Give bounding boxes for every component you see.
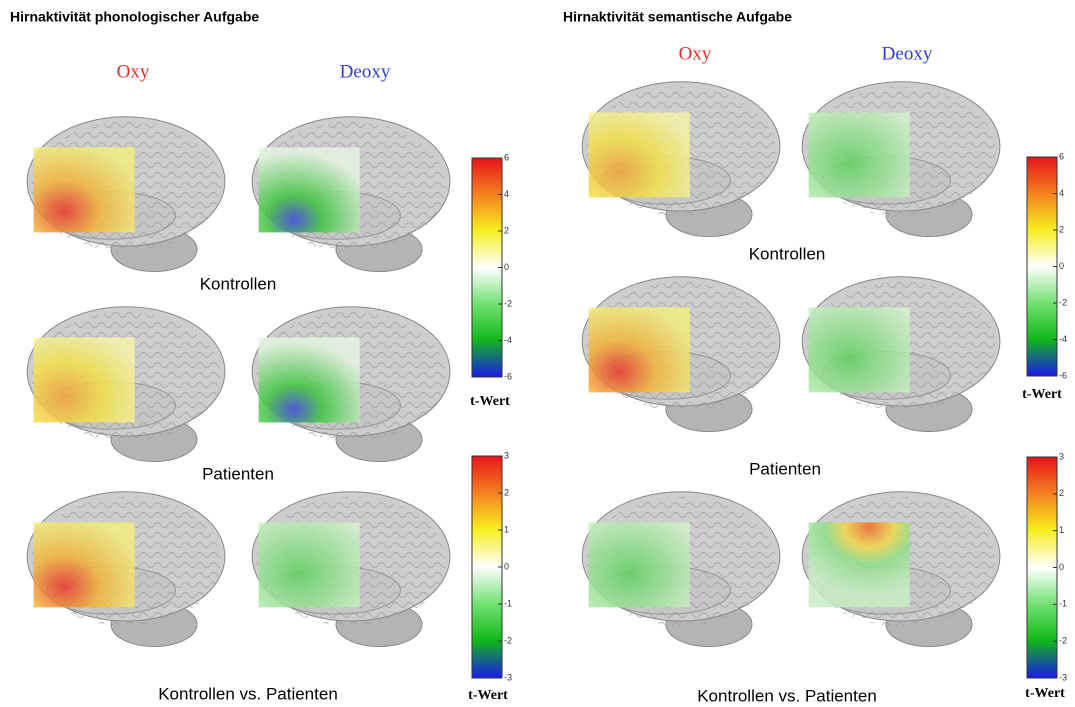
row-label: Patienten xyxy=(202,464,274,483)
activation-overlay xyxy=(588,307,690,393)
brain-image xyxy=(251,306,451,462)
colorbar-tick-label: 4 xyxy=(504,189,509,199)
brain-image xyxy=(26,491,226,648)
colorbar-tick-label: 6 xyxy=(1059,151,1064,161)
colorbar-tick-label: 1 xyxy=(504,524,509,534)
brain-image xyxy=(581,276,781,432)
colorbar-tick-label: -2 xyxy=(504,635,512,645)
colorbar-tick-label: -4 xyxy=(1059,334,1067,344)
colorbar-tick-label: 3 xyxy=(504,450,509,460)
colorbar xyxy=(471,455,503,679)
activation-overlay xyxy=(258,522,360,608)
colorbar-tick-label: 2 xyxy=(1059,224,1064,234)
colorbar-label: t-Wert xyxy=(468,688,508,703)
column-label: Oxy xyxy=(679,43,712,64)
colorbar-tick-label: 3 xyxy=(1059,451,1064,461)
brain-image xyxy=(801,276,1001,432)
brain-image xyxy=(26,116,226,272)
brain-image xyxy=(801,81,1001,237)
colorbar-tick-label: 1 xyxy=(1059,525,1064,535)
colorbar xyxy=(1026,456,1058,679)
activation-overlay xyxy=(258,337,360,423)
row-label: Patienten xyxy=(749,459,821,478)
colorbar-tick-label: -4 xyxy=(504,335,512,345)
panel-title: Hirnaktivität semantische Aufgabe xyxy=(563,9,792,25)
colorbar-tick-label: -6 xyxy=(1059,370,1067,380)
colorbar-tick-label: -6 xyxy=(504,371,512,381)
activation-overlay xyxy=(808,307,910,393)
colorbar-tick-label: -1 xyxy=(1059,599,1067,609)
row-label: Kontrollen xyxy=(749,244,826,263)
column-label: Deoxy xyxy=(882,43,933,64)
row-label: Kontrollen vs. Patienten xyxy=(158,684,338,703)
column-label: Deoxy xyxy=(340,61,391,82)
colorbar-tick-label: 0 xyxy=(504,561,509,571)
colorbar-tick-label: 4 xyxy=(1059,188,1064,198)
colorbar-tick-label: -3 xyxy=(1059,672,1067,682)
colorbar-tick-label: -2 xyxy=(1059,636,1067,646)
brain-image xyxy=(801,491,1001,648)
colorbar-tick-label: 0 xyxy=(504,262,509,272)
brain-image xyxy=(251,116,451,272)
colorbar-tick-label: 2 xyxy=(1059,488,1064,498)
colorbar xyxy=(1026,156,1058,377)
colorbar-tick-label: -2 xyxy=(1059,297,1067,307)
activation-overlay xyxy=(33,337,135,423)
brain-image xyxy=(581,81,781,237)
activation-overlay xyxy=(808,112,910,198)
activation-overlay xyxy=(33,522,135,608)
column-label: Oxy xyxy=(117,61,150,82)
row-label: Kontrollen xyxy=(200,274,277,293)
colorbar-tick-label: -2 xyxy=(504,298,512,308)
colorbar-label: t-Wert xyxy=(470,394,510,409)
colorbar-tick-label: 0 xyxy=(1059,562,1064,572)
colorbar-tick-label: -1 xyxy=(504,598,512,608)
activation-overlay xyxy=(588,522,690,608)
colorbar-label: t-Wert xyxy=(1025,686,1065,701)
activation-overlay xyxy=(258,147,360,233)
colorbar-tick-label: 0 xyxy=(1059,261,1064,271)
activation-overlay xyxy=(808,522,910,608)
colorbar-tick-label: 2 xyxy=(504,487,509,497)
brain-image xyxy=(251,491,451,648)
brain-image xyxy=(581,491,781,648)
colorbar-label: t-Wert xyxy=(1022,387,1062,402)
colorbar-tick-label: 6 xyxy=(504,152,509,162)
activation-overlay xyxy=(33,147,135,233)
colorbar-tick-label: 2 xyxy=(504,225,509,235)
row-label: Kontrollen vs. Patienten xyxy=(697,686,877,705)
colorbar-tick-label: -3 xyxy=(504,672,512,682)
panel-title: Hirnaktivität phonologischer Aufgabe xyxy=(10,9,259,25)
brain-image xyxy=(26,306,226,462)
colorbar xyxy=(471,157,503,378)
activation-overlay xyxy=(588,112,690,198)
